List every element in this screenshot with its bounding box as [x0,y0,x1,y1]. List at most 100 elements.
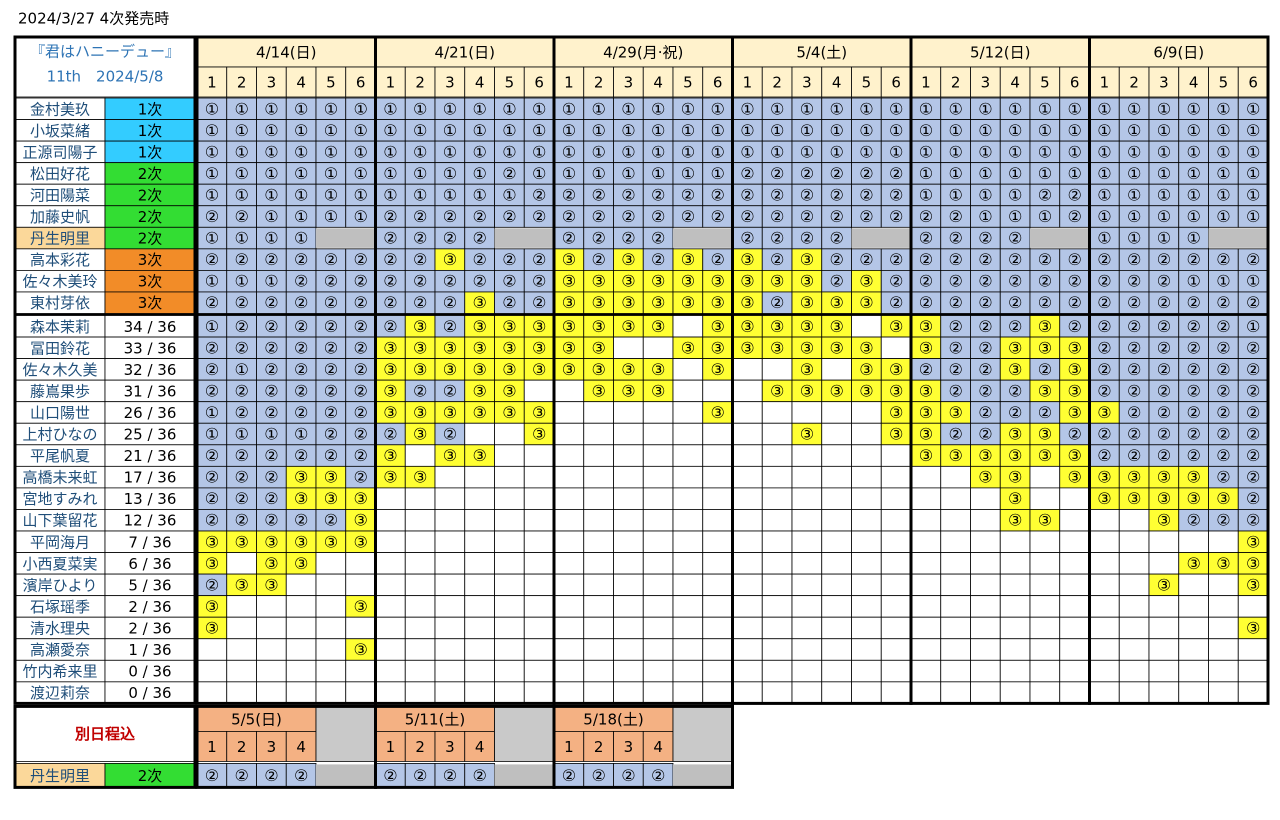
cell-value: ② [353,338,367,357]
cell [1118,681,1150,704]
cell-value: ① [324,207,338,226]
cell-value: ② [1097,317,1111,336]
cell-value: ③ [829,381,843,400]
cell-value: ② [1246,468,1260,487]
cell-value: ② [889,185,903,204]
cell-value: ③ [472,381,486,400]
cell-value: ① [264,229,278,248]
cell-value: ① [1186,164,1200,183]
cell-value: ② [443,766,457,785]
cell-value: ① [234,185,248,204]
cell [851,422,882,446]
cell [523,444,555,467]
cell-value: ① [205,272,219,291]
cell-value: ② [591,250,605,269]
cell-value: ② [413,207,427,226]
cell-value: ② [413,272,427,291]
cell [761,444,793,467]
cell [256,638,287,661]
cell-value: ② [829,272,843,291]
cell-value: ① [829,142,843,161]
cell [1089,681,1120,704]
extra-label: 別日程込 [74,725,135,743]
cell-value: ② [591,229,605,248]
cell-value: ② [1246,250,1260,269]
cell-value: ① [978,207,992,226]
cell-value: ② [948,381,962,400]
cell-value: ③ [383,403,397,422]
cell-value: ① [324,185,338,204]
cell-value: ③ [1067,446,1081,465]
cell-value: ③ [324,468,338,487]
cell [910,530,942,553]
cell [761,552,793,575]
cell [1237,595,1269,618]
cell [791,444,823,467]
cell [494,659,525,683]
slot-header [672,66,704,98]
cell-value: ① [1127,99,1141,118]
cell-value: ③ [443,338,457,357]
slot-header [702,66,733,98]
cell-value: ② [1246,511,1260,530]
member-name: 冨田鈴花 [30,339,90,357]
cell-value: ① [681,99,695,118]
member-name: 竹内希来里 [22,663,97,681]
cell-value: ③ [1038,338,1052,357]
cell [672,509,704,532]
cell [375,681,406,704]
cell-value: ③ [1186,489,1200,508]
cell-value: ③ [591,338,605,357]
cell [940,552,971,575]
member-name: 高橋未来虹 [22,469,97,487]
cell [880,336,912,359]
cell [523,465,555,489]
cell [821,509,852,532]
cell [196,681,228,704]
cell-value: ③ [681,250,695,269]
member-tag: 3次 [138,294,163,312]
cell-value: ③ [800,317,814,336]
cell [553,422,585,446]
cell-value: ① [205,185,219,204]
cell-value: ① [234,272,248,291]
cell [315,616,347,640]
cell-value: ① [1157,99,1171,118]
cell [672,530,704,553]
cell [285,681,317,704]
cell-value: ② [353,381,367,400]
cell [553,465,585,489]
cell [702,444,733,467]
cell-value: ② [413,293,427,312]
cell-value: ② [443,425,457,444]
cell-value: ③ [413,360,427,379]
cell [1059,616,1090,640]
cell [732,422,763,446]
member-tag: 1次 [138,100,163,118]
cell [613,401,644,424]
cell-value: ① [1097,142,1111,161]
cell-value: ① [1186,142,1200,161]
cell-value: ② [205,575,219,594]
slot-label: 5 [1219,74,1229,92]
cell [851,315,882,338]
cell [1118,573,1150,597]
cell [494,487,525,510]
cell-value: ② [889,272,903,291]
slot-header [821,66,852,98]
cell-value: ② [1157,293,1171,312]
cell-value: ② [324,511,338,530]
date-label: 4/21(日) [435,44,495,62]
cell-value: ② [205,293,219,312]
cell-value: ③ [383,468,397,487]
cell-value: ① [740,121,754,140]
cell [1148,681,1180,704]
cell [464,616,495,640]
cell [761,595,793,618]
cell-value: ③ [710,338,724,357]
cell-value: ③ [1008,489,1022,508]
cell [1029,616,1061,640]
cell-value: ③ [1157,511,1171,530]
cell-value: ① [383,185,397,204]
cell-value: ③ [681,293,695,312]
